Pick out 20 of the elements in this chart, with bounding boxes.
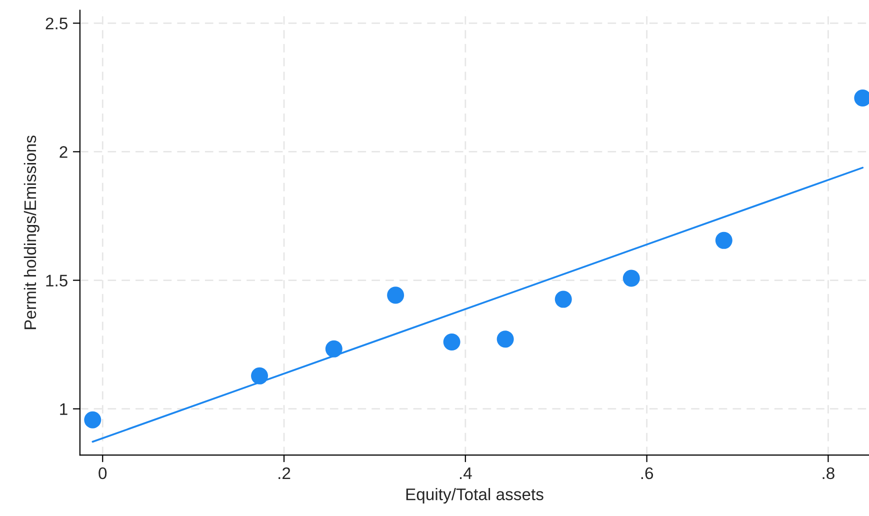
y-tick-label: 1.5 [46,274,68,286]
y-tick-label: 2.5 [46,18,68,30]
point [387,286,404,304]
point [715,232,732,249]
x-tick-label: .2 [278,467,290,479]
y-tick-label: 2 [60,146,68,158]
point [251,367,268,384]
x-tick-label: .8 [822,467,834,480]
point [554,290,572,308]
y-axis-title: Permit holdings/Emissions [24,136,40,330]
point [325,340,342,358]
point [496,330,514,348]
x-tick-label: .4 [460,468,472,479]
x-tick-label: 0 [98,467,107,480]
y-tick-label: 1 [60,403,68,415]
point [622,270,640,287]
x-axis-title: Equity/Total assets [406,488,544,504]
point [443,333,460,350]
point [84,411,102,428]
x-tick-label: .6 [641,467,654,480]
